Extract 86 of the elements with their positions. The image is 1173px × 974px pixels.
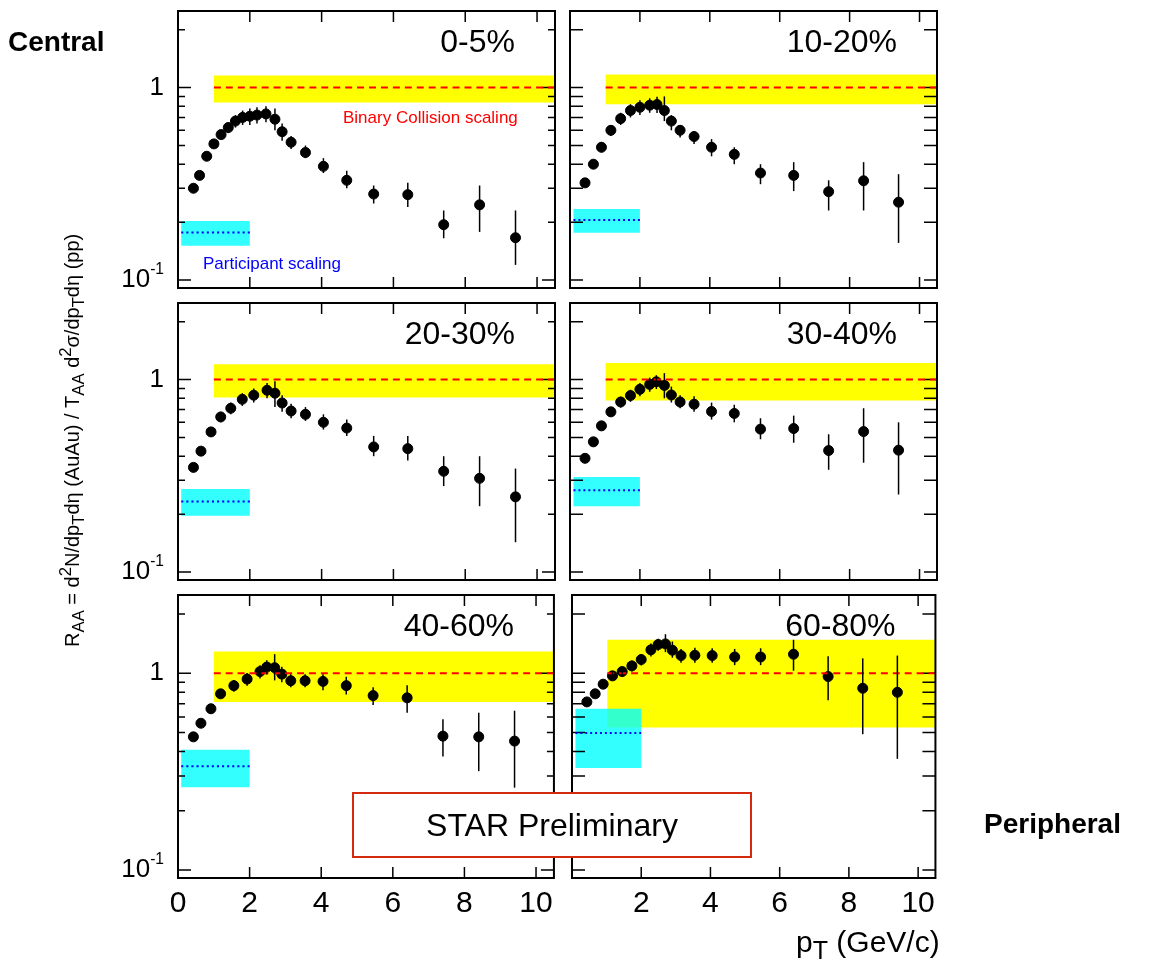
point <box>317 416 329 428</box>
x-tick-label: 6 <box>771 885 789 919</box>
x-axis-title: p$_{T}$ (GeV/c) <box>796 925 940 965</box>
point <box>858 426 870 438</box>
point <box>658 379 670 391</box>
point <box>729 651 741 663</box>
point <box>858 175 870 187</box>
point <box>823 445 835 457</box>
point <box>473 731 485 743</box>
point <box>438 219 450 231</box>
point <box>195 717 207 729</box>
point <box>438 465 450 477</box>
point <box>624 390 636 402</box>
point <box>208 138 220 150</box>
point <box>706 405 718 417</box>
point <box>299 408 311 420</box>
point <box>205 703 217 715</box>
point <box>754 423 766 435</box>
point <box>215 411 227 423</box>
point <box>658 105 670 117</box>
text: Central <box>8 26 105 58</box>
point <box>474 199 486 211</box>
point <box>187 182 199 194</box>
point <box>597 678 609 690</box>
point <box>891 686 903 698</box>
y-tick-label: 1 <box>149 656 165 687</box>
point <box>340 680 352 692</box>
x-tick-label: 0 <box>169 885 187 919</box>
chart-title: 60-80% <box>785 606 896 643</box>
point <box>788 169 800 181</box>
annotation: Participant scaling <box>203 254 341 274</box>
point <box>201 150 213 162</box>
annotation: Binary Collision scaling <box>343 108 518 128</box>
point <box>581 696 593 708</box>
point <box>728 148 740 160</box>
chart-title: 0-5% <box>440 22 515 59</box>
point <box>299 147 311 159</box>
point <box>823 186 835 198</box>
point <box>215 688 227 700</box>
point <box>615 396 627 408</box>
point <box>615 113 627 125</box>
x-tick-label: 6 <box>384 885 402 919</box>
x-tick-label: 4 <box>702 885 719 919</box>
text: Peripheral <box>984 808 1121 840</box>
point <box>754 167 766 179</box>
point <box>187 461 199 473</box>
x-tick-label: 8 <box>456 885 473 919</box>
point <box>509 735 521 747</box>
x-tick-label: 10 <box>519 885 553 919</box>
point <box>194 169 206 181</box>
point <box>706 141 718 153</box>
point <box>665 115 677 127</box>
point <box>587 436 599 448</box>
point <box>728 407 740 419</box>
point <box>510 491 522 503</box>
point <box>510 232 522 244</box>
x-tick-label: 2 <box>241 885 258 919</box>
point <box>587 158 599 170</box>
point <box>474 472 486 484</box>
point <box>857 682 869 694</box>
point <box>595 420 607 432</box>
point <box>187 731 199 743</box>
chart-title: 30-40% <box>786 314 897 351</box>
point <box>236 393 248 405</box>
point <box>368 441 380 453</box>
x-tick-label: 10 <box>901 885 935 919</box>
x-tick-label: 8 <box>840 885 858 919</box>
point <box>368 188 380 200</box>
point <box>579 452 591 464</box>
chart-title: 20-30% <box>404 314 515 351</box>
point <box>788 423 800 435</box>
point <box>579 177 591 189</box>
y-tick-label: 1 <box>149 362 165 393</box>
y-tick-label: 1 <box>149 70 165 101</box>
point <box>788 648 800 660</box>
point <box>755 651 767 663</box>
chart-title: 40-60% <box>403 606 514 643</box>
point <box>893 444 905 456</box>
point <box>893 196 905 208</box>
point <box>589 688 601 700</box>
x-tick-label: 2 <box>632 885 650 919</box>
point <box>595 141 607 153</box>
x-tick-label: 4 <box>312 885 330 919</box>
chart-title: 10-20% <box>786 22 897 59</box>
point <box>317 160 329 172</box>
point <box>665 389 677 401</box>
